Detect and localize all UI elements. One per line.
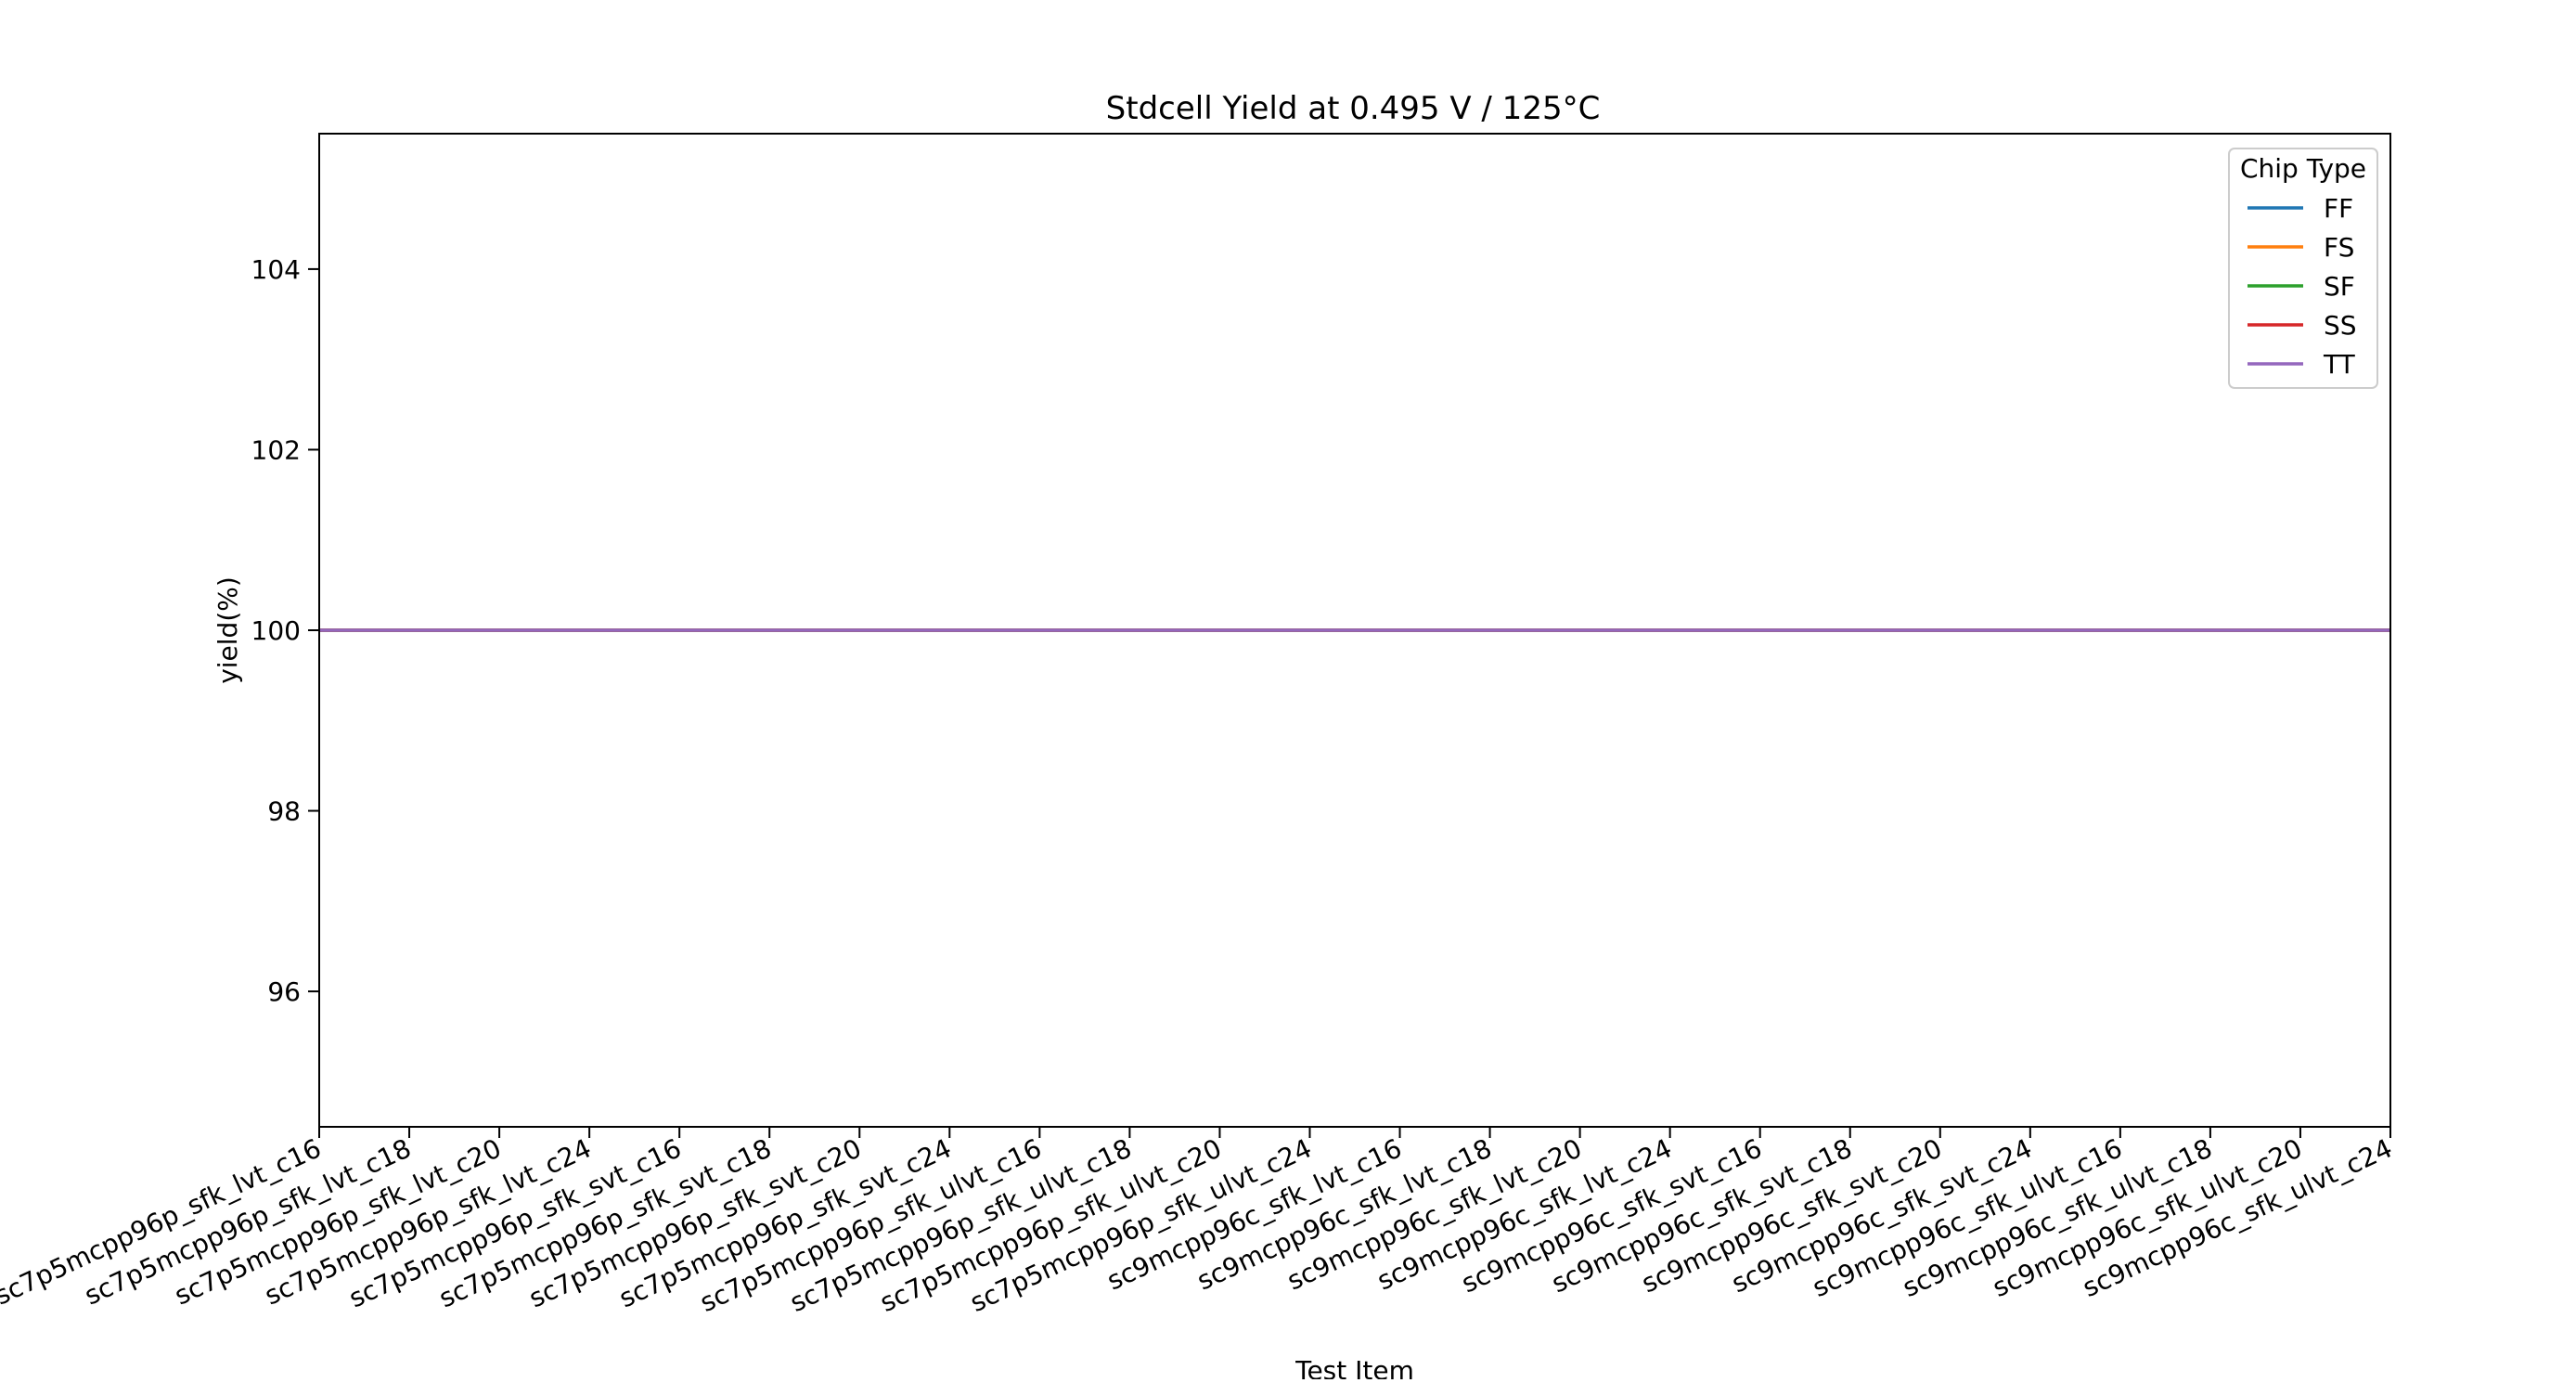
y-tick-label: 96 [267,976,301,1007]
y-tick-label: 100 [251,615,301,646]
legend-label-ss: SS [2324,310,2357,341]
x-axis-label: Test Item [1294,1355,1414,1379]
legend-label-tt: TT [2323,349,2356,380]
legend-title: Chip Type [2240,153,2366,184]
legend-items: FF FS SF SS TT [2248,193,2357,380]
chart-title: Stdcell Yield at 0.495 V / 125°C [1106,90,1601,127]
x-axis: sc7p5mcpp96p_sfk_lvt_c16sc7p5mcpp96p_sfk… [0,1127,2397,1318]
legend-frame [2228,148,2378,389]
legend-label-sf: SF [2324,271,2355,302]
y-axis-label: yield(%) [213,576,243,684]
legend-label-ff: FF [2324,193,2353,224]
legend-label-fs: FS [2324,232,2354,263]
y-tick-label: 104 [251,254,301,285]
legend: Chip Type FF FS SF SS TT [2228,148,2378,389]
y-tick-label: 102 [251,434,301,465]
y-tick-label: 98 [267,796,301,827]
y-axis: 96 98 100 102 104 [251,254,319,1007]
